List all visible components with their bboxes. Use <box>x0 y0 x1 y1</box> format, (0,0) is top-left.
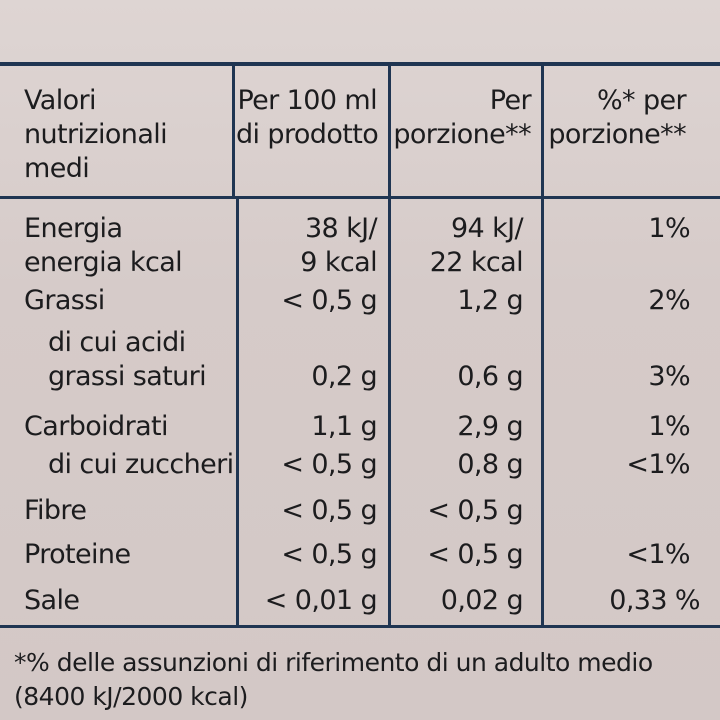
row-name: di cui acidi grassi saturi <box>47 327 207 392</box>
row-portion: 0,8 g <box>457 449 523 480</box>
row-percent: <1% <box>626 539 690 570</box>
row-name: di cui zuccheri <box>24 449 234 480</box>
row-per100: < 0,5 g <box>281 285 377 316</box>
row-name: Energia energia kcal <box>24 213 183 278</box>
row-portion: 0,6 g <box>457 361 523 392</box>
row-percent: <1% <box>626 449 690 480</box>
column-divider-2 <box>388 66 391 625</box>
table-bottom-rule <box>0 625 720 628</box>
row-portion: 1,2 g <box>457 285 523 316</box>
row-portion: 0,02 g <box>440 585 524 616</box>
row-per100: < 0,01 g <box>264 585 378 616</box>
column-divider-3 <box>541 66 544 625</box>
header-percent-portion-column: %* per porzione** <box>548 85 686 150</box>
row-percent: 3% <box>648 361 690 392</box>
header-per-portion-column: Per porzione** <box>393 85 531 150</box>
column-divider-1-body <box>236 199 239 625</box>
header-nutrient-column: Valori nutrizionali medi <box>24 85 168 184</box>
row-name: Proteine <box>24 539 131 570</box>
reference-intake-footnote: *% delle assunzioni di riferimento di un… <box>14 648 653 711</box>
row-name: Fibre <box>24 495 87 526</box>
row-per100: 38 kJ/ 9 kcal <box>300 213 377 278</box>
table-top-rule <box>0 62 720 66</box>
row-portion: 2,9 g <box>457 411 523 442</box>
row-name: Carboidrati <box>24 411 169 442</box>
row-per100: 1,1 g <box>311 411 377 442</box>
header-per-100ml-column: Per 100 ml di prodotto <box>236 85 379 150</box>
row-portion: < 0,5 g <box>427 539 523 570</box>
row-per100: < 0,5 g <box>281 449 377 480</box>
row-name: Sale <box>24 585 80 616</box>
row-percent: 2% <box>648 285 690 316</box>
row-per100: < 0,5 g <box>281 539 377 570</box>
row-name: Grassi <box>24 285 105 316</box>
row-percent: 1% <box>648 213 690 244</box>
row-per100: < 0,5 g <box>281 495 377 526</box>
row-percent: 1% <box>648 411 690 442</box>
row-portion: 94 kJ/ 22 kcal <box>429 213 524 278</box>
column-divider-1 <box>232 66 235 196</box>
header-bottom-rule <box>0 196 720 199</box>
row-per100: 0,2 g <box>311 361 377 392</box>
row-percent: 0,33 % <box>609 585 700 616</box>
row-portion: < 0,5 g <box>427 495 523 526</box>
